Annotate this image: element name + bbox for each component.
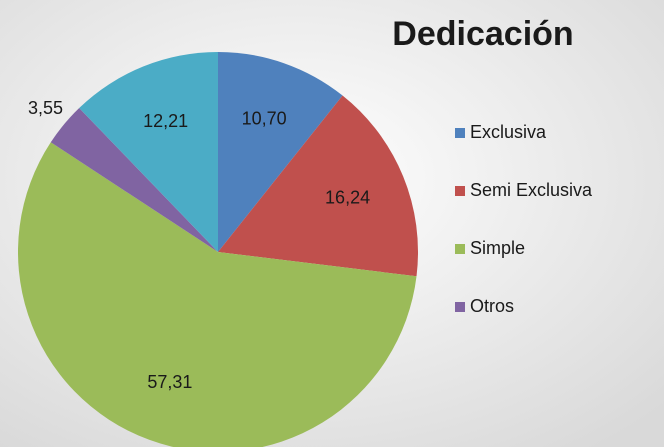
legend-swatch [455,244,465,254]
legend-label: Simple [470,238,525,258]
data-label: 57,31 [147,372,192,392]
pie-slice [17,142,417,447]
legend-label: Otros [470,296,514,316]
legend-label: Semi Exclusiva [470,180,593,200]
chart-title: Dedicación [392,15,573,53]
data-label: 10,70 [242,109,287,129]
pie-slice [79,52,218,252]
data-label: 12,21 [143,111,188,131]
pie-slice [218,95,418,277]
legend-label: Exclusiva [470,122,547,142]
pie-slice [218,52,343,252]
legend-swatch [455,128,465,138]
legend-swatch [455,186,465,196]
data-label: 16,24 [325,188,370,208]
data-label: 3,55 [28,98,63,118]
pie-slice [50,108,219,252]
legend-swatch [455,302,465,312]
